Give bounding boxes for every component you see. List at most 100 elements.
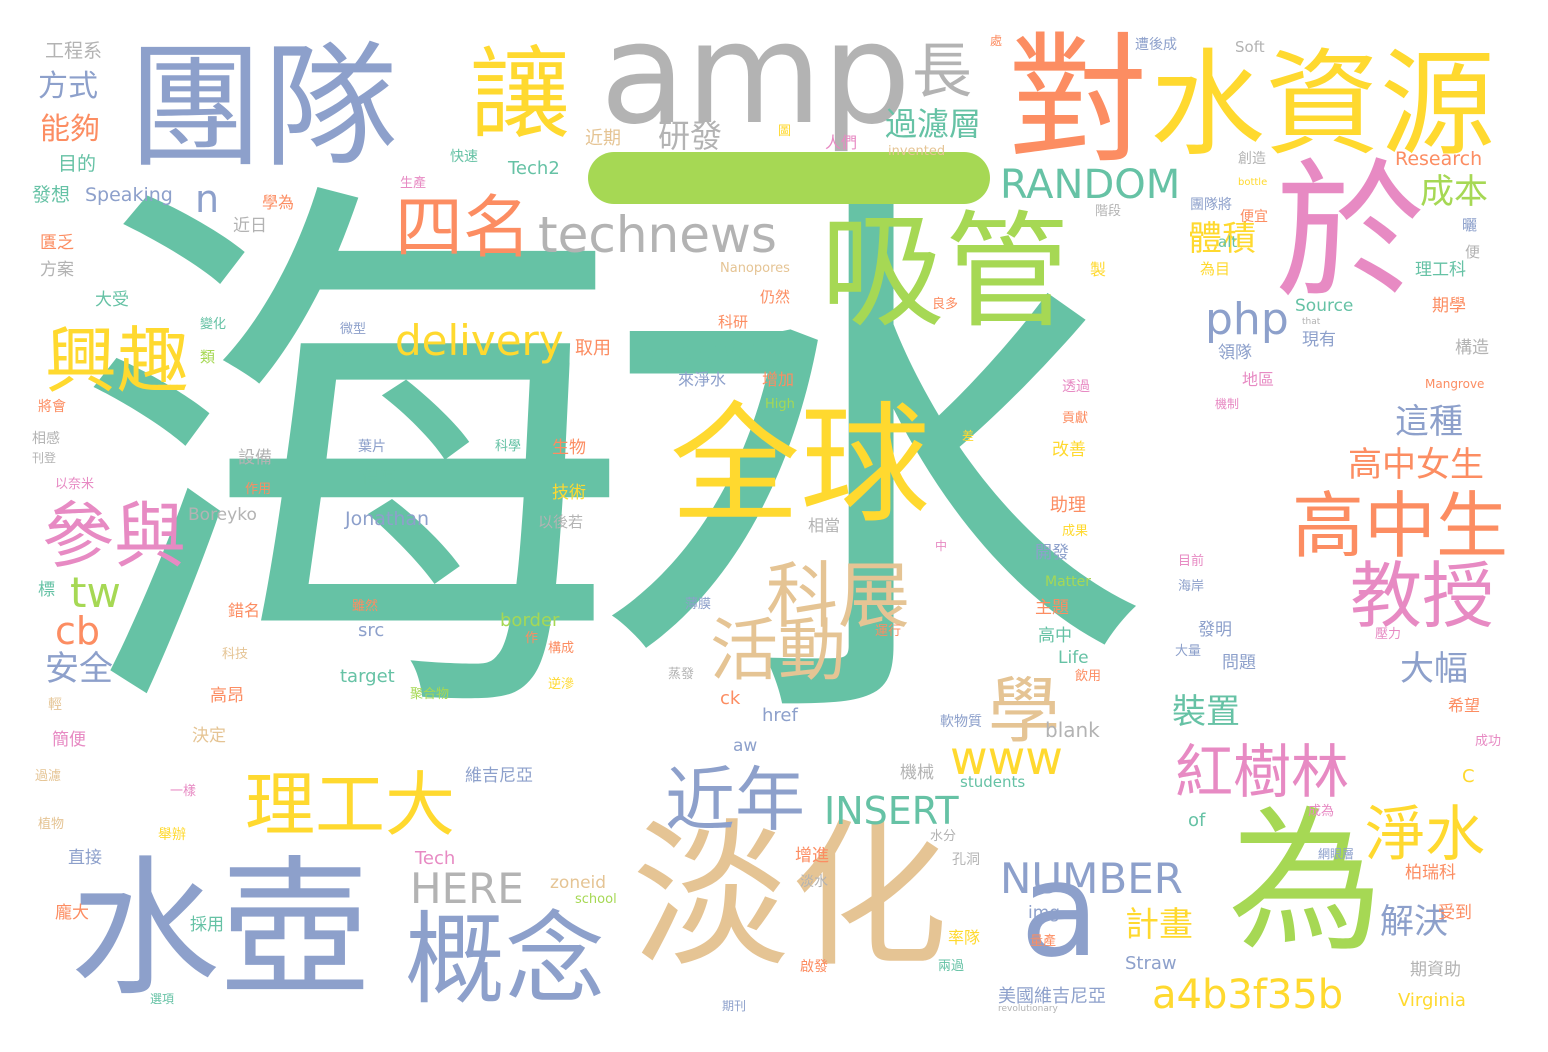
word-jinri: 近日	[233, 216, 267, 236]
word-school: school	[575, 892, 617, 907]
word-diqu: 地區	[1242, 370, 1275, 389]
word-qifa: 啟發	[800, 959, 828, 975]
word-qikan: 期刊	[722, 999, 747, 1013]
word-bottle: bottle	[1238, 177, 1268, 188]
word-img: img	[1028, 903, 1061, 923]
word-anquan: 安全	[45, 649, 113, 689]
word-huodong: 活動	[710, 612, 847, 691]
word-bian: 便	[1465, 243, 1481, 261]
word-kaifa: 開發	[1035, 543, 1069, 563]
word-meiguoweijiniya: 美國維吉尼亞	[998, 986, 1106, 1007]
word-gaozhongsheng: 高中生	[1292, 484, 1509, 568]
word-gainian: 概念	[405, 901, 605, 1018]
word-haian: 海岸	[1178, 579, 1205, 594]
word-tuandui: 團隊	[128, 29, 398, 186]
word-yanfa: 研發	[658, 117, 723, 155]
word-xiwang: 希望	[1448, 696, 1481, 715]
word-c: C	[1462, 766, 1475, 787]
word-gaozhong: 高中	[1038, 626, 1072, 646]
word-yinaimi: 以奈米	[55, 477, 95, 492]
word-revolutionary: revolutionary	[998, 1004, 1058, 1014]
word-hongshulin: 紅樹林	[1175, 738, 1350, 806]
word-quyong: 取用	[575, 338, 611, 359]
word-blank: blank	[1045, 718, 1100, 742]
word-students: students	[960, 773, 1026, 791]
word-cha: 差	[962, 429, 975, 443]
word-kongdong: 孔洞	[952, 852, 980, 868]
word-zaohoucheng: 遭後成	[1135, 37, 1177, 53]
word-gongchengxi: 工程系	[45, 40, 103, 62]
word-mudi: 目的	[58, 153, 97, 175]
word-caiyong: 採用	[190, 915, 224, 935]
word-liangduo: 良多	[932, 297, 959, 312]
word-border: border	[500, 610, 560, 631]
word-cb: cb	[55, 609, 101, 653]
word-zuoyong: 作用	[245, 482, 272, 497]
word-gongxian: 貢獻	[1062, 411, 1089, 426]
word-tu: 圖	[778, 124, 792, 139]
word-jiejue: 解決	[1380, 902, 1448, 942]
word-keyan: 科研	[718, 313, 749, 331]
word-zhezhong: 這種	[1395, 402, 1463, 442]
word-yepian: 葉片	[358, 439, 386, 455]
word-shai: 曬	[1462, 216, 1478, 234]
word-jonathan: Jonathan	[345, 508, 430, 530]
word-qushui: 取水	[335, 344, 362, 359]
word-laijingshui: 來淨水	[678, 370, 727, 389]
word-xingqu: 興趣	[45, 319, 190, 403]
word-weixing: 微型	[340, 322, 367, 337]
word-yinyong: 飲用	[1075, 669, 1102, 684]
word-tech: Tech	[415, 848, 456, 869]
word-yunxing: 運行	[875, 624, 902, 639]
word-zhijie: 直接	[68, 848, 102, 868]
word-dafu: 大幅	[1400, 649, 1468, 689]
word-shuiziyuan: 水資源	[1150, 38, 1496, 172]
word-jingshui: 淨水	[1365, 800, 1485, 870]
word-ligongke: 理工科	[1415, 260, 1466, 280]
word-jihua: 計畫	[1125, 905, 1193, 945]
word-canyu: 參與	[42, 494, 187, 578]
word-changdao: 倡導	[362, 468, 396, 488]
word-xue: 學	[988, 669, 1061, 753]
word-fangan: 方案	[40, 260, 74, 280]
word-www5: www5	[643, 326, 786, 380]
word-kandeng: 刊登	[32, 451, 57, 465]
word-gaozhongnvsheng: 高中女生	[1348, 445, 1484, 485]
word-kuaisu: 快速	[450, 149, 478, 165]
word-zhuli: 助理	[1050, 495, 1086, 516]
word-lei: 類	[200, 348, 216, 366]
word-goucheng: 構成	[548, 641, 575, 656]
word-tw: tw	[70, 568, 121, 617]
word-suiran: 雖然	[352, 599, 379, 614]
word-shuifen: 水分	[930, 829, 957, 844]
word-qizizhu: 期資助	[1410, 960, 1461, 980]
word-technews: technews	[538, 206, 777, 264]
word-jueding: 決定	[192, 726, 226, 746]
word-insert: INSERT	[824, 789, 959, 833]
word-gouzao: 構造	[1455, 338, 1489, 358]
word-invented: invented	[888, 144, 946, 159]
word-ligongda: 理工大	[245, 764, 455, 846]
word-yiyang: 一樣	[170, 784, 197, 799]
word-wangyanceng: 網眼層	[1318, 847, 1355, 861]
word-chengwei: 成為	[1308, 804, 1335, 819]
word-danshui: 淡水	[800, 874, 828, 890]
word-www: www	[950, 731, 1063, 785]
word-juban: 舉辦	[158, 827, 186, 843]
word-pianyi: 便宜	[1240, 209, 1268, 225]
word-juhewu: 聚合物	[410, 687, 450, 702]
word-of: of	[1188, 810, 1206, 831]
word-ruanwuzhi: 軟物質	[940, 714, 982, 730]
word-nishen: 逆滲	[548, 677, 575, 692]
word-nanopores: Nanopores	[720, 261, 790, 276]
word-rengran: 仍然	[760, 288, 791, 306]
word-shengchan: 生產	[400, 176, 427, 191]
word-jizhi: 機制	[1215, 397, 1240, 411]
word-chang: 長	[912, 37, 972, 107]
word-jinqi: 近期	[585, 128, 621, 149]
word-chu: 處	[990, 34, 1003, 48]
word-shengwu: 生物	[552, 438, 586, 458]
word-biao: 標	[38, 580, 55, 600]
word-boreyko: Boreyko	[188, 505, 257, 525]
word-lianguo: 兩過	[938, 959, 965, 974]
